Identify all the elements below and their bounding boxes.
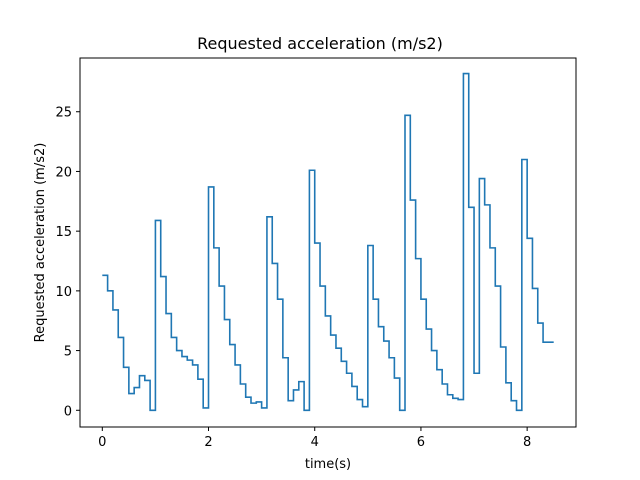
y-tick-label: 25 xyxy=(55,106,72,121)
y-axis-label: Requested acceleration (m/s2) xyxy=(33,143,48,343)
axis-ticks: 0 2 4 6 8 0 5 10 15 20 25 xyxy=(55,106,531,450)
y-tick-label: 5 xyxy=(64,345,72,360)
plot-content xyxy=(102,72,554,412)
chart-title: Requested acceleration (m/s2) xyxy=(197,34,443,53)
x-axis-label: time(s) xyxy=(305,457,351,472)
y-tick-label: 20 xyxy=(55,165,72,180)
plot-frame xyxy=(79,57,577,428)
x-tick-label: 0 xyxy=(98,435,106,450)
x-tick-label: 8 xyxy=(523,435,531,450)
y-tick-label: 10 xyxy=(55,285,72,300)
y-tick-label: 15 xyxy=(55,225,72,240)
x-tick-label: 6 xyxy=(417,435,425,450)
x-tick-label: 2 xyxy=(204,435,212,450)
acceleration-series-line xyxy=(102,72,554,412)
y-tick-label: 0 xyxy=(64,404,72,419)
x-tick-label: 4 xyxy=(311,435,319,450)
